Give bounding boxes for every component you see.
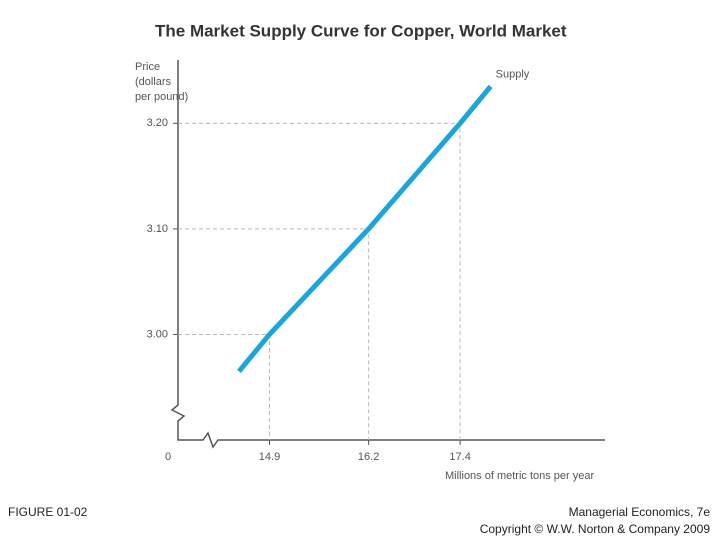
source: Managerial Economics, 7e xyxy=(569,505,711,519)
figure-label: FIGURE 01-02 xyxy=(8,505,88,519)
series-label: Supply xyxy=(496,68,530,80)
origin-label: 0 xyxy=(165,451,171,463)
source: Copyright © W.W. Norton & Company 2009 xyxy=(480,522,711,536)
axes xyxy=(170,60,605,449)
y-tick-label: 3.00 xyxy=(147,328,168,340)
series-line xyxy=(237,84,493,373)
y-tick-label: 3.10 xyxy=(147,223,168,235)
y-tick-label: 3.20 xyxy=(147,117,168,129)
x-tick-label: 14.9 xyxy=(259,451,280,463)
y-axis-label: (dollars xyxy=(135,76,172,88)
chart-title: The Market Supply Curve for Copper, Worl… xyxy=(155,21,567,40)
y-axis-label: per pound) xyxy=(135,91,188,103)
y-axis-label: Price xyxy=(135,61,160,73)
x-axis-label: Millions of metric tons per year xyxy=(445,470,594,482)
x-tick-label: 17.4 xyxy=(449,451,470,463)
x-tick-label: 16.2 xyxy=(358,451,379,463)
